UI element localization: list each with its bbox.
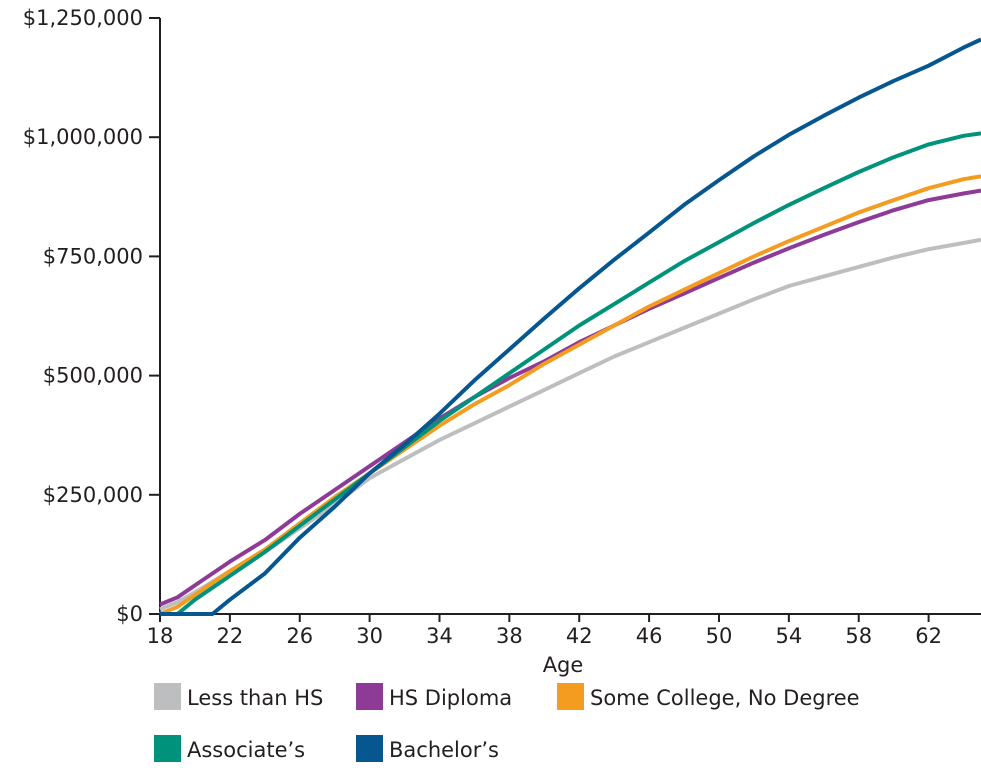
y-tick-label: $1,250,000: [23, 6, 143, 30]
x-tick-label: 22: [217, 624, 244, 648]
legend-swatch: [356, 683, 383, 710]
y-tick-label: $1,000,000: [23, 125, 143, 149]
legend-swatch: [356, 735, 383, 762]
x-tick-label: 50: [706, 624, 733, 648]
x-tick-label: 58: [845, 624, 872, 648]
y-tick-label: $250,000: [43, 483, 143, 507]
legend-swatch: [557, 683, 584, 710]
x-axis-title: Age: [543, 653, 584, 677]
series-line-1: [159, 188, 981, 607]
x-tick-label: 26: [286, 624, 313, 648]
x-tick-label: 38: [496, 624, 523, 648]
x-tick-label: 34: [426, 624, 453, 648]
x-tick-label: 42: [566, 624, 593, 648]
x-tick-label: 46: [636, 624, 663, 648]
x-tick-label: 54: [775, 624, 802, 648]
legend-label: Associate’s: [187, 738, 305, 762]
x-tick-label: 62: [915, 624, 942, 648]
legend-label: HS Diploma: [389, 686, 512, 710]
series-line-4: [160, 37, 981, 616]
y-tick-label: $500,000: [43, 364, 143, 388]
legend-swatch: [154, 735, 181, 762]
x-tick-label: 18: [147, 624, 174, 648]
y-tick-label: $750,000: [43, 244, 143, 268]
y-tick-label: $0: [116, 602, 143, 626]
legend-label: Some College, No Degree: [590, 686, 860, 710]
legend-label: Bachelor’s: [389, 738, 499, 762]
series-line-2: [159, 174, 981, 616]
series-line-3: [160, 131, 981, 616]
x-tick-label: 30: [356, 624, 383, 648]
legend-label: Less than HS: [187, 686, 323, 710]
legend-swatch: [154, 683, 181, 710]
